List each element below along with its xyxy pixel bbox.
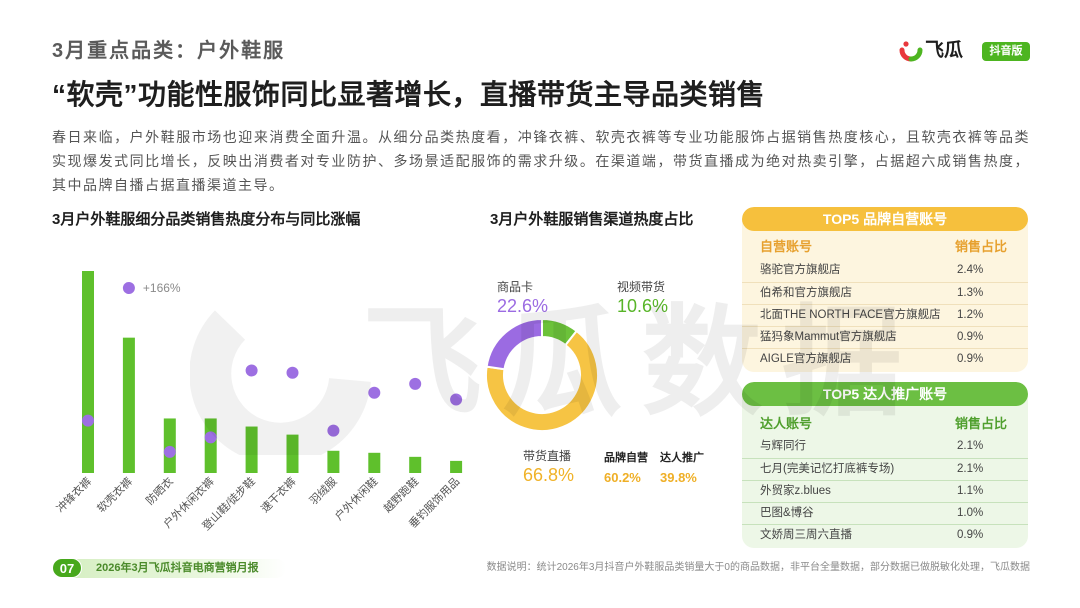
category-label: 羽绒服 (307, 475, 340, 508)
heat-bar (368, 452, 381, 473)
table-row: 骆驼官方旗舰店 2.4% (742, 260, 1028, 282)
heat-bar (82, 271, 94, 473)
share-value: 1.0% (957, 507, 984, 519)
live-breakdown-value-brand: 60.2% (604, 470, 641, 485)
category-label: 户外休闲鞋 (332, 474, 381, 523)
donut-slice (485, 329, 599, 432)
donut-slice (485, 317, 543, 371)
yoy-growth-dot (122, 282, 135, 294)
heat-bar (450, 460, 463, 473)
kol-table-header-row: 达人账号 销售占比 (742, 416, 1028, 432)
category-chart-title: 3月户外鞋服细分品类销售热度分布与同比涨幅 (52, 211, 361, 228)
account-name: AIGLE官方旗舰店 (760, 353, 852, 365)
table-row: 七月(完美记忆打底裤专场) 2.1% (742, 458, 1028, 480)
category-label: 速干衣裤 (258, 474, 299, 515)
yoy-growth-dot (368, 386, 381, 399)
kol-table-body: 与辉同行 2.1% 七月(完美记忆打底裤专场) 2.1% 外贸家z.blues … (742, 436, 1028, 546)
share-value: 1.1% (957, 485, 984, 497)
account-name: 骆驼官方旗舰店 (760, 264, 841, 276)
brand-logo: 飞瓜 抖音版 (898, 37, 1030, 65)
live-breakdown-label-kol: 达人推广 (660, 452, 704, 464)
col-account-header: 自营账号 (760, 239, 813, 254)
donut-label-live: 带货直播 (523, 449, 572, 463)
account-name: 文娇周三周六直播 (760, 529, 852, 541)
category-label: 冲锋衣裤 (53, 474, 94, 515)
heat-bar (122, 337, 135, 473)
share-value: 0.9% (957, 529, 984, 541)
table-row: AIGLE官方旗舰店 0.9% (742, 348, 1028, 370)
share-value: 0.9% (957, 331, 984, 343)
logo-badge: 抖音版 (982, 42, 1030, 61)
data-note: 数据说明：统计2026年3月抖音户外鞋服品类销量大于0的商品数据，非平台全量数据… (486, 562, 1030, 573)
page-title: “软壳”功能性服饰同比显著增长，直播带货主导品类销售 (52, 79, 766, 110)
table-row: 北面THE NORTH FACE官方旗舰店 1.2% (742, 304, 1028, 326)
heat-bar (204, 418, 217, 473)
logo-text: 飞瓜 (925, 40, 964, 61)
table-row: 猛犸象Mammut官方旗舰店 0.9% (742, 326, 1028, 348)
brand-accounts-panel: TOP5 品牌自营账号 自营账号 销售占比 骆驼官方旗舰店 2.4% 伯希和官方… (742, 207, 1028, 372)
heat-bar (409, 456, 422, 473)
account-name: 与辉同行 (760, 440, 806, 452)
donut-value-live: 66.8% (523, 465, 575, 485)
footer-strip (66, 559, 286, 578)
share-value: 1.2% (957, 309, 984, 321)
account-name: 七月(完美记忆打底裤专场) (760, 463, 895, 475)
share-value: 2.1% (957, 440, 984, 452)
account-name: 伯希和官方旗舰店 (760, 287, 852, 299)
share-value: 0.9% (957, 353, 984, 365)
brand-panel-header: TOP5 品牌自营账号 (742, 207, 1028, 231)
feigua-logo-icon (899, 41, 923, 62)
table-row: 文娇周三周六直播 0.9% (742, 524, 1028, 546)
yoy-growth-dot (204, 431, 217, 444)
col-share-header: 销售占比 (955, 239, 1008, 254)
table-row: 伯希和官方旗舰店 1.3% (742, 282, 1028, 304)
donut-value-product-card: 22.6% (497, 296, 549, 316)
live-breakdown-label-brand: 品牌自营 (604, 452, 648, 464)
brand-table-body: 骆驼官方旗舰店 2.4% 伯希和官方旗舰店 1.3% 北面THE NORTH F… (742, 260, 1028, 370)
heat-bar (286, 434, 299, 473)
col-share-header: 销售占比 (955, 416, 1008, 431)
yoy-growth-dot (327, 424, 340, 437)
table-row: 外贸家z.blues 1.1% (742, 480, 1028, 502)
col-account-header: 达人账号 (760, 416, 813, 431)
account-name: 北面THE NORTH FACE官方旗舰店 (760, 309, 941, 321)
yoy-growth-dot (163, 445, 176, 458)
yoy-growth-dot (286, 366, 299, 379)
category-label: 防晒衣 (143, 474, 176, 507)
heat-bar (245, 426, 258, 473)
live-breakdown-value-kol: 39.8% (660, 470, 697, 485)
section-label: 3月重点品类：户外鞋服 (52, 40, 286, 62)
channel-donut-chart (485, 317, 599, 432)
page-number-badge: 07 (52, 558, 82, 578)
category-label: 越野跑鞋 (380, 474, 421, 515)
share-value: 1.3% (957, 287, 984, 299)
table-row: 巴图&博谷 1.0% (742, 502, 1028, 524)
yoy-growth-dot (450, 393, 463, 406)
share-value: 2.1% (957, 463, 984, 475)
heat-bar (327, 450, 340, 473)
yoy-growth-dot (409, 377, 422, 390)
account-name: 猛犸象Mammut官方旗舰店 (760, 331, 897, 343)
donut-label-product-card: 商品卡 (497, 280, 534, 294)
summary-paragraph: 春日来临，户外鞋服市场也迎来消费全面升温。从细分品类热度看，冲锋衣裤、软壳衣裤等… (52, 129, 1030, 193)
table-row: 与辉同行 2.1% (742, 436, 1028, 458)
account-name: 巴图&博谷 (760, 507, 814, 519)
kol-panel-header: TOP5 达人推广账号 (742, 382, 1028, 406)
yoy-growth-dot (245, 364, 258, 377)
channel-chart-title: 3月户外鞋服销售渠道热度占比 (490, 211, 694, 228)
account-name: 外贸家z.blues (760, 485, 831, 497)
brand-table-header-row: 自营账号 销售占比 (742, 239, 1028, 255)
donut-value-video: 10.6% (617, 296, 669, 316)
yoy-growth-label: +166% (143, 281, 181, 295)
report-name: 2026年3月飞瓜抖音电商营销月报 (96, 562, 259, 574)
kol-accounts-panel: TOP5 达人推广账号 达人账号 销售占比 与辉同行 2.1% 七月(完美记忆打… (742, 382, 1028, 548)
share-value: 2.4% (957, 264, 984, 276)
donut-label-video: 视频带货 (617, 280, 666, 294)
category-label: 软壳衣裤 (94, 474, 135, 515)
yoy-growth-dot (82, 414, 94, 427)
heat-bar (163, 418, 176, 473)
